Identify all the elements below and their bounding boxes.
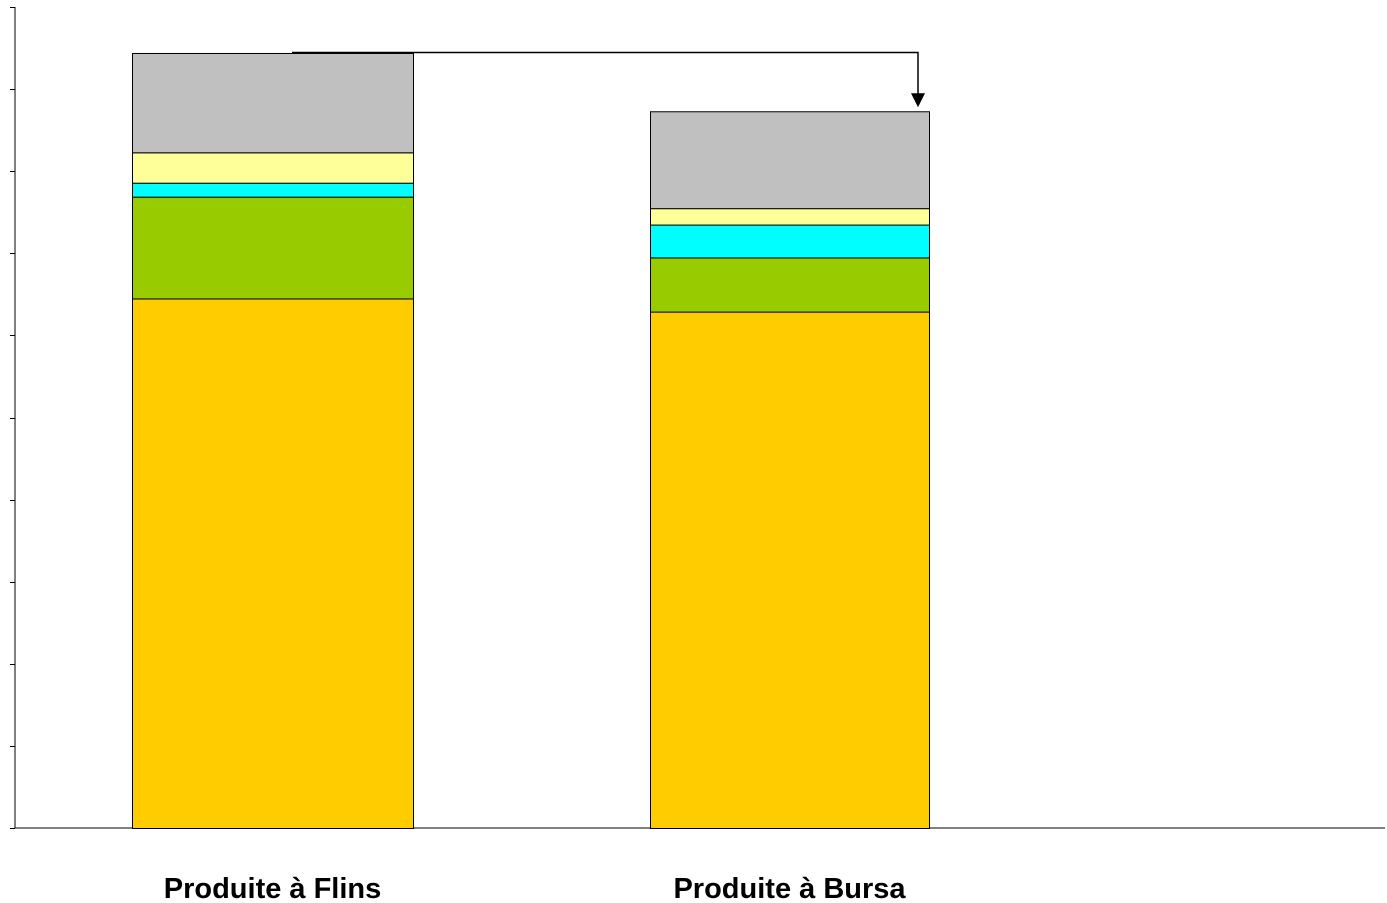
- bar-segment-0-4: [132, 52, 414, 154]
- comparison-arrow-head: [911, 93, 925, 108]
- bar-segment-0-0: [132, 298, 414, 829]
- bar-segment-1-3: [650, 208, 930, 226]
- bar-segment-1-1: [650, 257, 930, 313]
- bar-segment-1-2: [650, 224, 930, 259]
- bar-segment-0-2: [132, 182, 414, 198]
- x-tick-label-1: Produite à Bursa: [673, 873, 906, 903]
- bar-segment-0-3: [132, 152, 414, 184]
- bar-segment-1-0: [650, 311, 930, 829]
- bar-segment-0-1: [132, 196, 414, 300]
- comparison-arrow-line: [292, 51, 919, 96]
- bar-segment-1-4: [650, 111, 930, 210]
- x-tick-label-0: Produite à Flins: [164, 873, 382, 903]
